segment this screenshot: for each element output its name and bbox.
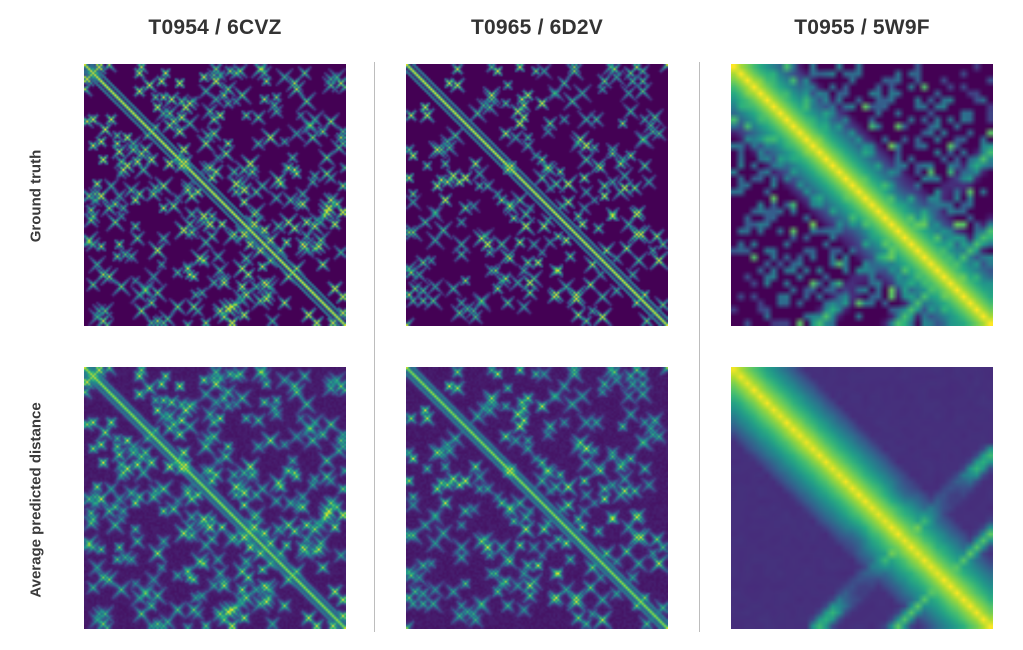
heatmap-t0955-average-predicted-distance [731, 367, 993, 629]
column-divider [374, 62, 375, 632]
row-label-ground-truth: Ground truth [27, 149, 45, 243]
column-title-t0965: T0965 / 6D2V [471, 16, 603, 39]
column-title-t0955: T0955 / 5W9F [794, 16, 930, 39]
column-title-t0954: T0954 / 6CVZ [148, 16, 282, 39]
heatmap-t0965-ground-truth [406, 64, 668, 326]
heatmap-t0965-average-predicted-distance [406, 367, 668, 629]
heatmap-t0954-ground-truth [84, 64, 346, 326]
row-label-average-predicted-distance: Average predicted distance [27, 402, 45, 598]
heatmap-t0955-ground-truth [731, 64, 993, 326]
heatmap-t0954-average-predicted-distance [84, 367, 346, 629]
column-divider [699, 62, 700, 632]
